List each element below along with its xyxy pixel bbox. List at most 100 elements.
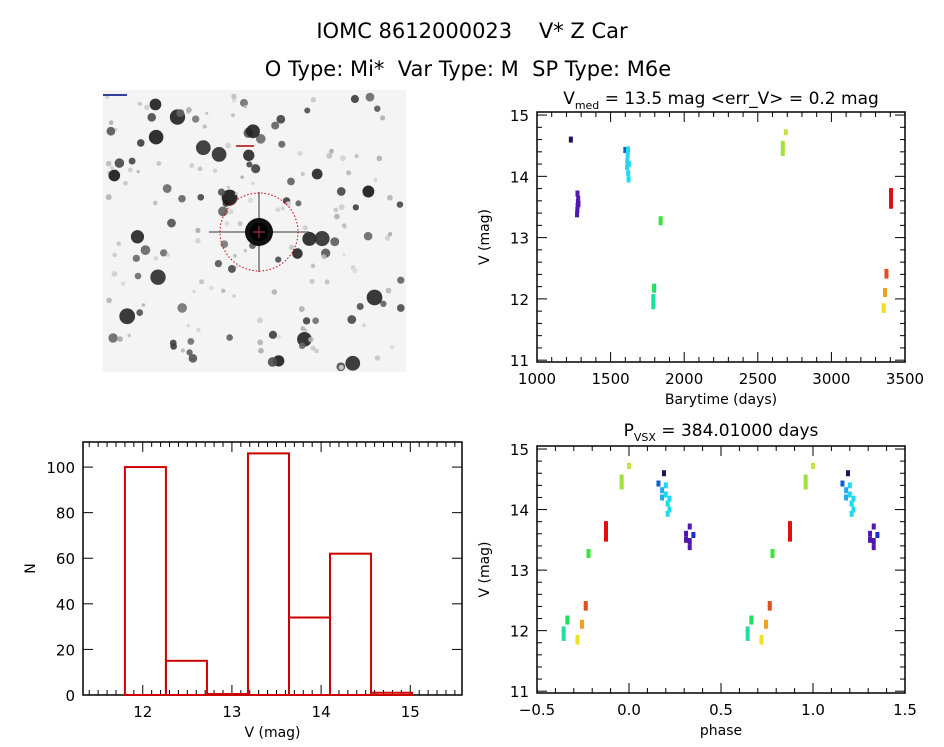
data-point xyxy=(651,298,656,305)
data-point xyxy=(788,525,792,532)
x-tick-label: 14 xyxy=(312,703,331,721)
star xyxy=(119,308,136,325)
star xyxy=(287,177,295,186)
data-point xyxy=(583,604,588,611)
data-point xyxy=(851,506,856,513)
star xyxy=(189,162,195,169)
star xyxy=(195,237,201,244)
data-point xyxy=(759,634,764,641)
data-point xyxy=(604,535,608,542)
data-point xyxy=(561,634,566,641)
data-point xyxy=(661,470,666,477)
star xyxy=(276,114,286,124)
star xyxy=(247,197,254,204)
star xyxy=(136,309,144,316)
plot-frame xyxy=(82,441,463,696)
data-point xyxy=(871,538,876,545)
star xyxy=(314,231,330,247)
star xyxy=(329,148,334,154)
histogram-bar xyxy=(246,452,290,696)
x-axis-label: V (mag) xyxy=(244,725,300,741)
star xyxy=(137,101,142,107)
star xyxy=(354,154,359,159)
star xyxy=(309,278,315,284)
star xyxy=(176,109,185,118)
star xyxy=(202,124,207,129)
star xyxy=(396,201,404,208)
star xyxy=(257,339,264,346)
star xyxy=(130,230,145,244)
star xyxy=(387,194,393,201)
phase-plot: PVSX = 384.01000 days −0.5 0.0 0.5 1.0 1.5 11 1… xyxy=(477,421,917,739)
data-point xyxy=(586,548,591,555)
data-point xyxy=(575,634,580,641)
data-point xyxy=(840,480,845,487)
star xyxy=(162,184,172,193)
star xyxy=(285,201,292,207)
data-point xyxy=(586,551,591,558)
star xyxy=(333,207,339,213)
data-point xyxy=(623,146,628,153)
x-tick-label: 1500 xyxy=(592,370,630,388)
y-tick-label: 80 xyxy=(56,505,75,523)
star xyxy=(280,206,285,211)
data-point xyxy=(868,536,873,543)
data-point xyxy=(561,626,566,633)
data-point xyxy=(767,601,772,608)
histogram-bar xyxy=(370,691,414,696)
star xyxy=(212,168,218,173)
star xyxy=(362,185,375,198)
data-point xyxy=(788,535,792,542)
data-point xyxy=(844,494,849,501)
star xyxy=(338,364,344,370)
data-point xyxy=(770,551,775,558)
star xyxy=(345,170,352,176)
data-point xyxy=(803,483,808,490)
star xyxy=(356,302,364,311)
star xyxy=(191,115,200,123)
star xyxy=(116,241,121,246)
star xyxy=(302,231,317,246)
y-tick-label: 14 xyxy=(510,502,529,520)
target-circle xyxy=(219,192,299,272)
data-point xyxy=(788,530,792,537)
y-tick-label: 11 xyxy=(510,352,529,370)
figure-subtitle: O Type: Mi* Var Type: M SP Type: M6e xyxy=(265,57,671,81)
data-point xyxy=(687,523,692,530)
data-point xyxy=(656,480,661,487)
image-label-mark xyxy=(103,94,127,96)
data-point xyxy=(882,290,887,297)
data-point xyxy=(780,140,785,147)
star xyxy=(298,342,306,350)
data-point xyxy=(652,283,657,290)
star xyxy=(277,334,282,339)
data-point xyxy=(871,523,876,530)
data-point xyxy=(627,462,631,469)
star xyxy=(310,263,316,269)
data-point xyxy=(625,151,630,158)
data-point xyxy=(568,136,573,143)
data-point xyxy=(849,500,854,507)
data-point xyxy=(625,146,630,153)
data-point xyxy=(619,474,624,481)
data-point xyxy=(604,525,608,532)
y-tick-label: 0 xyxy=(65,687,75,705)
data-point xyxy=(604,521,608,528)
star xyxy=(302,317,311,325)
star xyxy=(195,227,201,233)
star xyxy=(324,279,330,285)
data-point xyxy=(652,286,657,293)
light-curve-plot: Vmed = 13.5 mag <err_V> = 0.2 mag 1000 150… xyxy=(477,89,924,408)
star xyxy=(311,168,323,180)
star xyxy=(234,264,239,269)
star xyxy=(350,94,359,104)
star xyxy=(227,265,236,273)
data-point xyxy=(882,287,887,294)
data-point xyxy=(665,510,670,517)
star xyxy=(234,192,239,196)
histogram-bar xyxy=(205,693,249,696)
star xyxy=(197,166,203,172)
x-tick-label: 2000 xyxy=(665,370,703,388)
star xyxy=(288,244,295,251)
star xyxy=(177,303,188,313)
